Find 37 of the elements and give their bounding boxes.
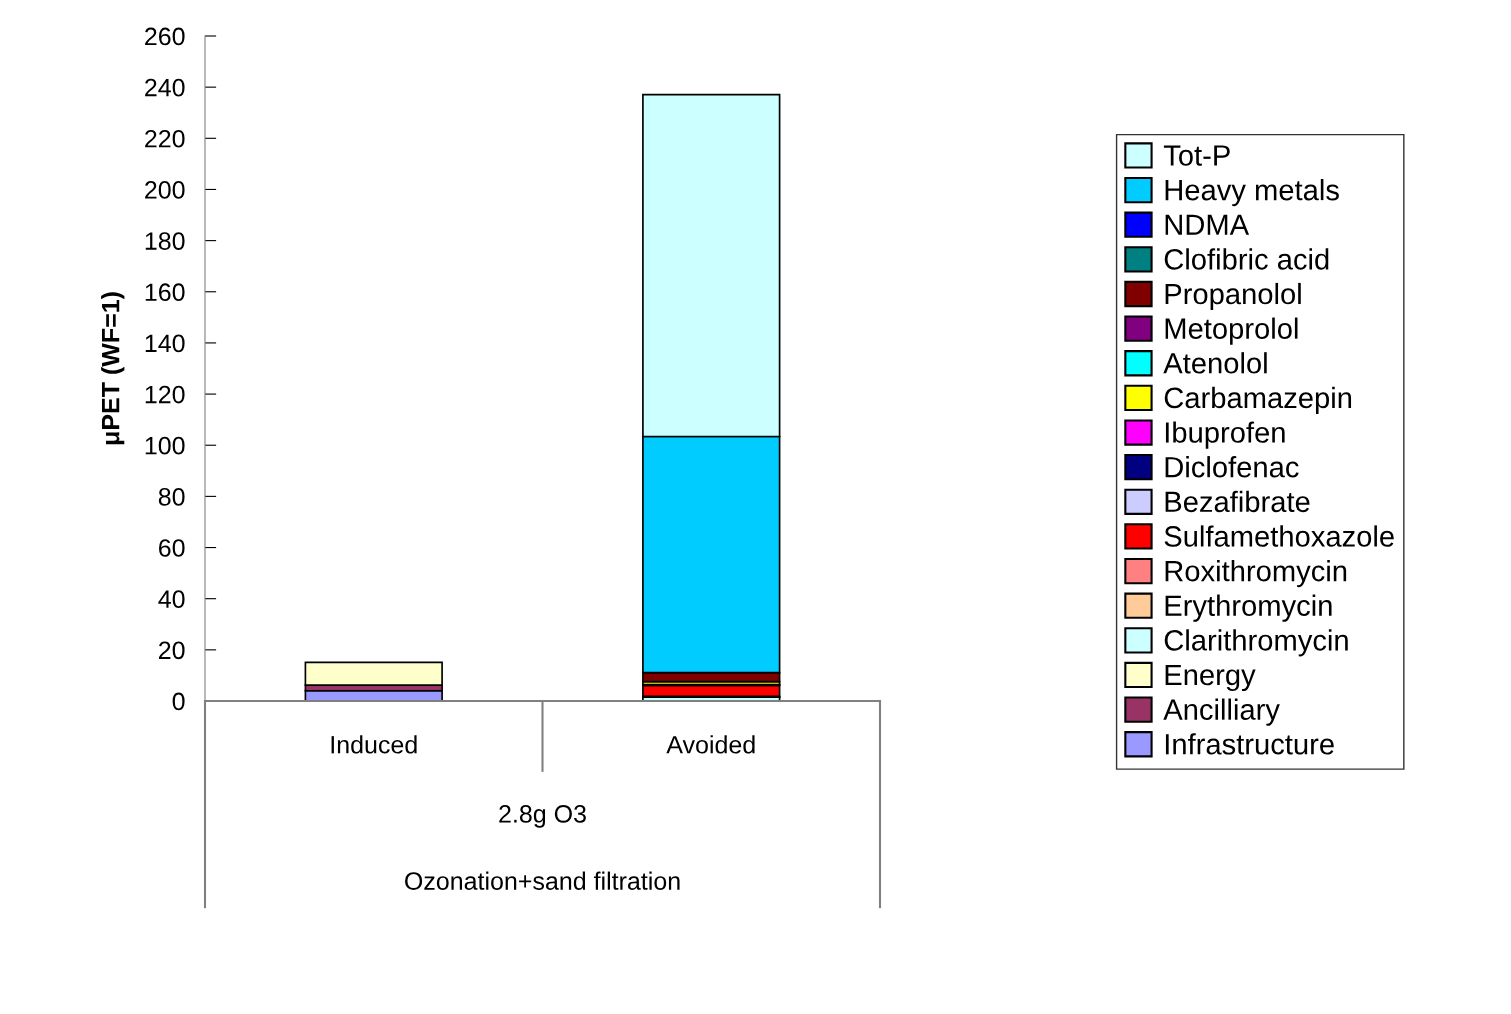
legend-label: Infrastructure [1165,733,1334,755]
legend-label: Atenolol [1163,352,1267,374]
legend-label: Diclofenac [1165,456,1299,478]
y-tick-label: 120 [145,385,185,404]
y-tick-label: 20 [159,641,185,660]
y-tick-label: 220 [145,129,185,148]
x-axis-title: Ozonation+sand filtration [405,871,680,890]
legend-label: Ibuprofen [1165,421,1285,449]
legend-label: Tot-P [1163,145,1230,166]
legend-label: Propanolol [1165,282,1301,311]
y-axis-title: μPET (WF=1) [101,292,125,445]
y-tick-label: 200 [145,181,185,199]
y-tick-label: 160 [145,283,185,302]
y-tick-label: 140 [145,334,185,353]
legend-label: NDMA [1165,214,1250,235]
x-tick-label: Avoided [666,735,755,754]
legend-label: Roxithromycin [1165,559,1347,588]
legend-label: Erythromycin [1165,594,1332,622]
y-tick-label: 0 [172,692,185,711]
legend-label: Sulfamethoxazole [1164,525,1394,547]
legend-label: Metoprolol [1165,317,1298,345]
legend-label: Clofibric acid [1164,248,1329,270]
y-tick-label: 240 [145,78,185,97]
y-tick-label: 260 [145,27,185,46]
legend-label: Energy [1165,664,1256,692]
y-tick-label: 80 [158,487,185,506]
y-tick-label: 180 [145,232,185,250]
y-tick-label: 100 [145,436,185,455]
x-tick-label: Induced [331,735,417,754]
y-tick-label: 60 [159,539,185,557]
legend-label: Heavy metals [1165,179,1339,207]
legend-label: Ancilliary [1163,698,1280,726]
legend-label: Bezafibrate [1165,490,1310,513]
legend-label: Clarithromycin [1164,629,1348,657]
text: 2.8g O3 [499,805,586,828]
legend-label: Carbamazepin [1164,386,1352,414]
y-tick-label: 40 [158,590,185,608]
